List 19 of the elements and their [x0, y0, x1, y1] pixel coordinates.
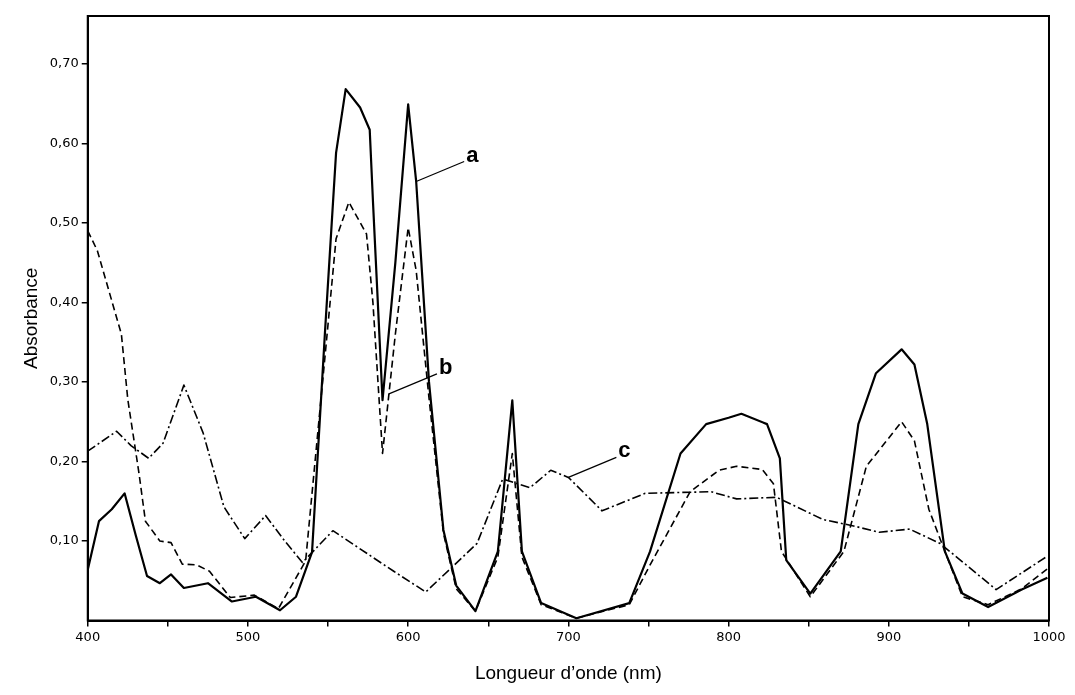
x-tick-label: 800	[716, 628, 741, 644]
x-tick-label: 900	[876, 628, 902, 644]
x-tick-label: 500	[235, 628, 261, 644]
y-axis-title: Absorbance	[19, 267, 41, 369]
x-tick-label: 700	[555, 628, 581, 644]
annotation: c	[618, 437, 631, 463]
annotation: a	[466, 141, 480, 167]
x-axis-title: Longueur d’onde (nm)	[474, 661, 662, 683]
x-tick-label: 400	[75, 628, 101, 644]
y-tick-label: 0,70	[49, 55, 79, 71]
y-tick-label: 0,20	[49, 452, 79, 468]
x-tick-label: 600	[395, 628, 421, 644]
y-tick-label: 0,60	[49, 134, 79, 150]
y-tick-label: 0,30	[49, 373, 79, 389]
y-tick-label: 0,10	[49, 532, 79, 548]
y-tick-label: 0,50	[49, 214, 79, 230]
y-tick-label: 0,40	[49, 293, 79, 309]
x-tick-label: 1000	[1032, 628, 1066, 644]
annotation: b	[438, 353, 453, 379]
